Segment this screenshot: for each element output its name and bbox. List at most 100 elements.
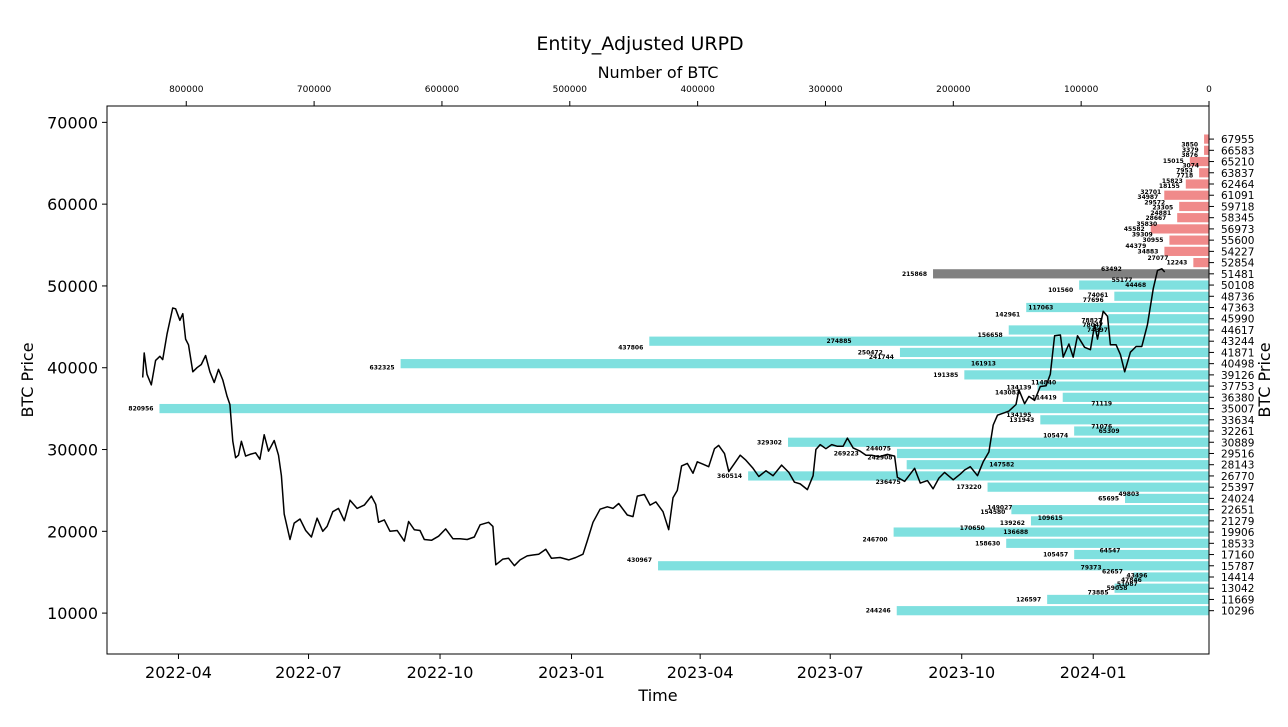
urpd-bar — [1026, 302, 1209, 313]
y-tick-label: 10000 — [47, 604, 98, 623]
right-tick-label: 10296 — [1221, 606, 1255, 618]
bar-value-label: 18155 — [1159, 183, 1180, 190]
bar-value-label: 59058 — [1107, 585, 1128, 592]
bar-value-label: 244246 — [866, 608, 891, 615]
bar-value-label: 77696 — [1083, 297, 1104, 304]
right-tick-label: 52854 — [1221, 258, 1255, 270]
top-tick-label: 600000 — [425, 85, 460, 95]
right-tick-label: 37753 — [1221, 381, 1254, 393]
bar-value-label: 105474 — [1043, 433, 1068, 440]
bar-value-label: 44379 — [1125, 243, 1146, 250]
bar-value-label: 156658 — [978, 332, 1003, 339]
urpd-bar — [1040, 415, 1209, 425]
urpd-bars — [159, 134, 1209, 616]
bar-value-label: 136688 — [1003, 529, 1028, 536]
bar-value-label: 134139 — [1006, 384, 1031, 391]
bar-value-label: 29572 — [1144, 200, 1165, 207]
bar-value-label: 161913 — [971, 361, 996, 368]
x-tick-label: 2023-01 — [538, 663, 605, 682]
bar-value-label: 65309 — [1099, 428, 1120, 435]
y-tick-label: 70000 — [47, 113, 98, 132]
top-tick-label: 400000 — [680, 85, 715, 95]
bar-value-label: 7953 — [1176, 168, 1193, 175]
x-tick-label: 2022-07 — [275, 663, 342, 682]
bar-value-label: 78047 — [1082, 322, 1103, 329]
bar-value-label: 820956 — [128, 406, 153, 413]
right-tick-label: 24024 — [1221, 493, 1255, 505]
top-tick-label: 0 — [1206, 85, 1212, 95]
y-axis-label: BTC Price — [18, 342, 37, 417]
urpd-bar — [899, 347, 1209, 358]
bar-value-label: 246700 — [863, 536, 888, 543]
urpd-bar — [933, 269, 1209, 279]
bar-value-label: 236475 — [876, 479, 901, 486]
urpd-bar — [1108, 314, 1209, 324]
right-tick-label: 13042 — [1221, 583, 1254, 595]
urpd-bar — [1047, 594, 1209, 605]
bar-value-label: 44468 — [1125, 282, 1146, 289]
right-tick-label: 40498 — [1221, 359, 1254, 371]
bar-value-label: 430967 — [627, 557, 652, 564]
bar-value-label: 215868 — [902, 271, 927, 278]
urpd-bar — [400, 359, 1209, 369]
x-axis-label: Time — [637, 686, 677, 705]
right-tick-label: 56973 — [1221, 224, 1254, 236]
right-tick-label: 61091 — [1221, 190, 1254, 202]
urpd-bar — [1133, 572, 1209, 582]
right-tick-label: 28143 — [1221, 460, 1254, 472]
urpd-bar — [1079, 280, 1209, 290]
right-tick-label: 30889 — [1221, 437, 1254, 449]
bar-value-label: 30955 — [1143, 237, 1164, 244]
bar-value-label: 274885 — [827, 338, 852, 345]
x-tick-label: 2024-01 — [1060, 663, 1127, 682]
urpd-bar — [896, 606, 1209, 616]
y-axis-label-right: BTC Price — [1255, 342, 1274, 417]
price-line-layer — [141, 268, 1166, 567]
urpd-bar — [159, 403, 1209, 414]
top-tick-label: 800000 — [169, 85, 204, 95]
right-tick-label: 15787 — [1221, 561, 1254, 573]
bar-value-label: 34987 — [1137, 194, 1158, 201]
bar-value-label: 173220 — [956, 484, 981, 491]
urpd-bar — [748, 471, 1209, 481]
urpd-bar — [1164, 190, 1209, 200]
bar-value-label: 191385 — [933, 372, 958, 379]
urpd-bar — [987, 482, 1209, 492]
bar-value-label: 28667 — [1145, 215, 1166, 222]
bar-value-label: 250472 — [858, 349, 883, 356]
bar-value-label: 139262 — [1000, 520, 1025, 527]
bar-value-label: 51087 — [1117, 581, 1138, 588]
bar-value-label: 149027 — [987, 505, 1012, 512]
bar-value-label: 74061 — [1087, 292, 1108, 299]
plot-frame — [106, 105, 1210, 655]
urpd-bar — [1114, 291, 1209, 301]
right-tick-label: 66583 — [1221, 145, 1254, 157]
right-tick-label: 32261 — [1221, 426, 1254, 438]
bar-value-label: 105457 — [1043, 552, 1068, 559]
urpd-bar — [1150, 224, 1209, 234]
axes: 10000 20000 30000 40000 50000 60000 70000 2022-… — [47, 85, 1255, 682]
top-tick-label: 300000 — [808, 85, 843, 95]
urpd-bar — [896, 448, 1209, 459]
right-tick-label: 50108 — [1221, 280, 1254, 292]
right-tick-label: 19906 — [1221, 527, 1255, 539]
bar-value-label: 142961 — [995, 312, 1020, 319]
urpd-bar — [1189, 156, 1209, 167]
urpd-bar — [1030, 516, 1209, 526]
bar-value-label: 3850 — [1181, 141, 1198, 148]
bar-value-label: 143083 — [995, 390, 1020, 397]
bar-value-label: 437806 — [618, 344, 643, 351]
bar-value-label: 27077 — [1148, 255, 1169, 262]
right-tick-label: 65210 — [1221, 157, 1254, 169]
right-tick-label: 63837 — [1221, 168, 1254, 180]
urpd-bar — [1185, 179, 1209, 189]
bar-value-label: 34883 — [1138, 248, 1159, 255]
bar-value-label: 79373 — [1081, 564, 1102, 571]
bar-value-label: 24881 — [1150, 210, 1171, 217]
bar-value-label: 269223 — [834, 450, 859, 457]
x-tick-label: 2022-10 — [407, 663, 474, 682]
y-tick-label: 40000 — [47, 359, 98, 378]
bar-value-label: 154580 — [980, 509, 1005, 516]
